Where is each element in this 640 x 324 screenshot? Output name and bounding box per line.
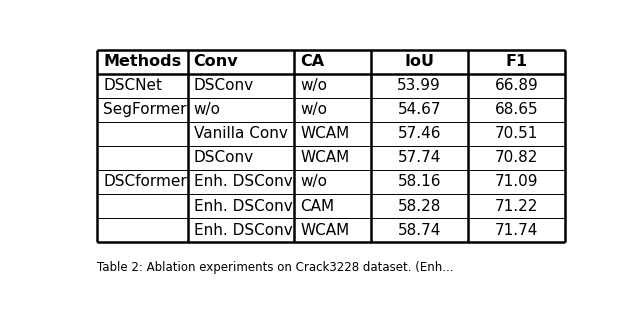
Text: 58.16: 58.16 (397, 174, 441, 190)
Text: Enh. DSConv: Enh. DSConv (193, 199, 292, 214)
Text: 53.99: 53.99 (397, 78, 441, 93)
Text: w/o: w/o (300, 102, 327, 117)
Text: 54.67: 54.67 (397, 102, 441, 117)
Text: w/o: w/o (193, 102, 221, 117)
Text: 58.28: 58.28 (397, 199, 441, 214)
Text: w/o: w/o (300, 78, 327, 93)
Text: 71.74: 71.74 (495, 223, 538, 238)
Text: F1: F1 (506, 54, 527, 69)
Text: Table 2: Ablation experiments on Crack3228 dataset. (Enh...: Table 2: Ablation experiments on Crack32… (97, 260, 454, 274)
Text: DSCformer: DSCformer (103, 174, 187, 190)
Text: w/o: w/o (300, 174, 327, 190)
Text: WCAM: WCAM (300, 150, 349, 165)
Text: Methods: Methods (103, 54, 181, 69)
Text: DSConv: DSConv (193, 78, 253, 93)
Text: 71.22: 71.22 (495, 199, 538, 214)
Text: IoU: IoU (404, 54, 434, 69)
Text: Enh. DSConv: Enh. DSConv (193, 174, 292, 190)
Text: Vanilla Conv: Vanilla Conv (193, 126, 287, 141)
Text: 58.74: 58.74 (397, 223, 441, 238)
Text: Conv: Conv (193, 54, 238, 69)
Text: DSConv: DSConv (193, 150, 253, 165)
Text: 70.51: 70.51 (495, 126, 538, 141)
Text: 71.09: 71.09 (495, 174, 538, 190)
Text: Enh. DSConv: Enh. DSConv (193, 223, 292, 238)
Text: WCAM: WCAM (300, 223, 349, 238)
Text: DSCNet: DSCNet (103, 78, 163, 93)
Text: 57.46: 57.46 (397, 126, 441, 141)
Text: 66.89: 66.89 (495, 78, 538, 93)
Text: CAM: CAM (300, 199, 334, 214)
Text: WCAM: WCAM (300, 126, 349, 141)
Text: CA: CA (300, 54, 324, 69)
Text: 68.65: 68.65 (495, 102, 538, 117)
Text: 57.74: 57.74 (397, 150, 441, 165)
Text: 70.82: 70.82 (495, 150, 538, 165)
Text: SegFormer: SegFormer (103, 102, 187, 117)
